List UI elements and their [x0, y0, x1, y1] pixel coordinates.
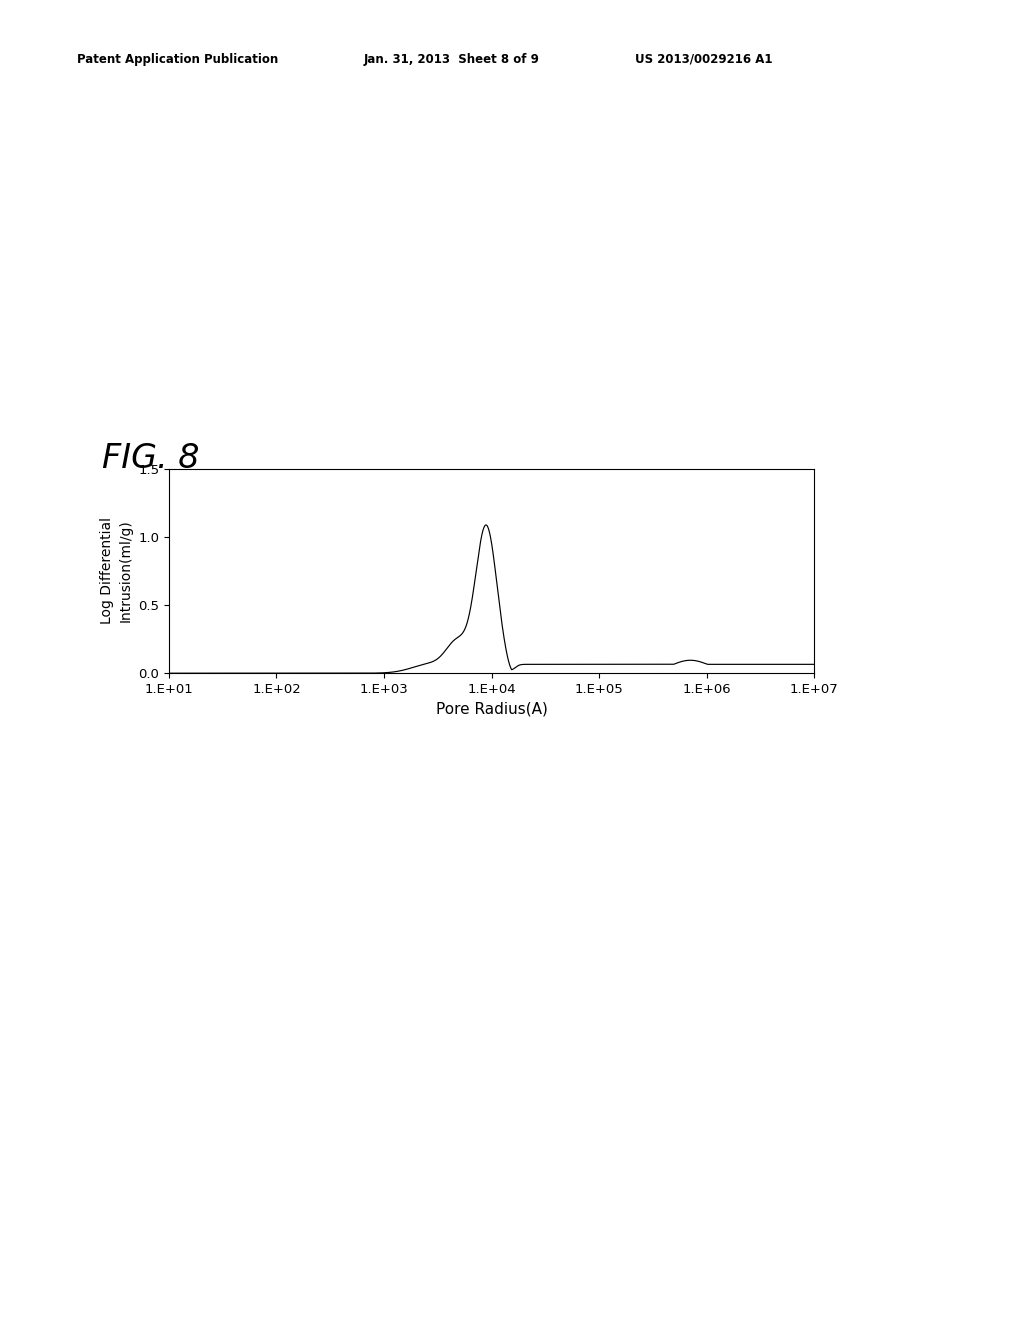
Text: Jan. 31, 2013  Sheet 8 of 9: Jan. 31, 2013 Sheet 8 of 9	[364, 53, 540, 66]
Text: US 2013/0029216 A1: US 2013/0029216 A1	[635, 53, 772, 66]
Text: Patent Application Publication: Patent Application Publication	[77, 53, 279, 66]
X-axis label: Pore Radius(A): Pore Radius(A)	[435, 701, 548, 717]
Y-axis label: Log Differential
Intrusion(ml/g): Log Differential Intrusion(ml/g)	[100, 517, 132, 624]
Text: FIG. 8: FIG. 8	[102, 442, 200, 475]
